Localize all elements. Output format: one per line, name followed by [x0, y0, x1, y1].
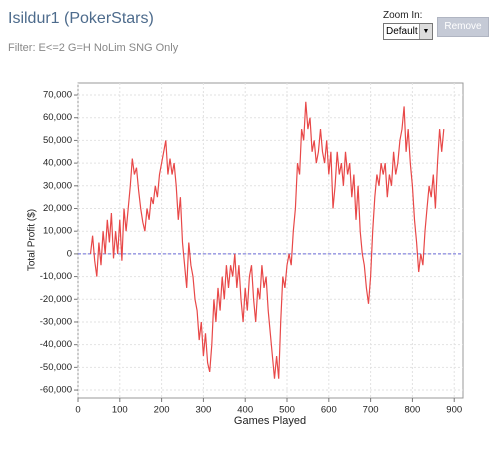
y-tick-label: -40,000: [40, 339, 72, 350]
filter: Filter: E<=2 G=H NoLim SNG Only: [8, 42, 179, 54]
x-tick-label: 500: [279, 405, 295, 416]
x-axis-label: Games Played: [234, 415, 306, 427]
zoom-label: Zoom In:: [383, 10, 423, 21]
x-tick-label: 300: [195, 405, 211, 416]
x-tick-label: 600: [321, 405, 337, 416]
plot-frame: [77, 82, 464, 399]
x-tick-label: 700: [363, 405, 379, 416]
y-tick-label: 70,000: [43, 90, 72, 101]
y-axis-label: Total Profit ($): [27, 209, 38, 271]
y-tick-label: 20,000: [43, 203, 72, 214]
y-tick-label: -20,000: [40, 294, 72, 305]
y-tick-label: 0: [67, 248, 72, 259]
x-tick-label: 0: [75, 405, 80, 416]
y-tick-label: 60,000: [43, 112, 72, 123]
y-tick-label: 50,000: [43, 135, 72, 146]
x-tick-label: 900: [446, 405, 462, 416]
select-arrow: ▼: [419, 24, 432, 39]
y-tick-label: -50,000: [40, 362, 72, 373]
title: Isildur1 (PokerStars): [8, 10, 154, 27]
x-tick-label: 400: [237, 405, 253, 416]
profit-line: [89, 101, 445, 379]
y-tick-label: 30,000: [43, 180, 72, 191]
zoom-select[interactable]: Default ▼: [383, 23, 433, 40]
y-tick-label: -30,000: [40, 316, 72, 327]
y-tick-label: 40,000: [43, 158, 72, 169]
x-tick-label: 200: [154, 405, 170, 416]
x-tick-label: 800: [404, 405, 420, 416]
y-tick-label: 10,000: [43, 226, 72, 237]
y-tick-label: -60,000: [40, 385, 72, 396]
x-tick-label: 100: [112, 405, 128, 416]
remove-button[interactable]: Remove: [437, 17, 489, 37]
y-tick-label: -10,000: [40, 271, 72, 282]
zoom-value: Default: [386, 26, 418, 37]
